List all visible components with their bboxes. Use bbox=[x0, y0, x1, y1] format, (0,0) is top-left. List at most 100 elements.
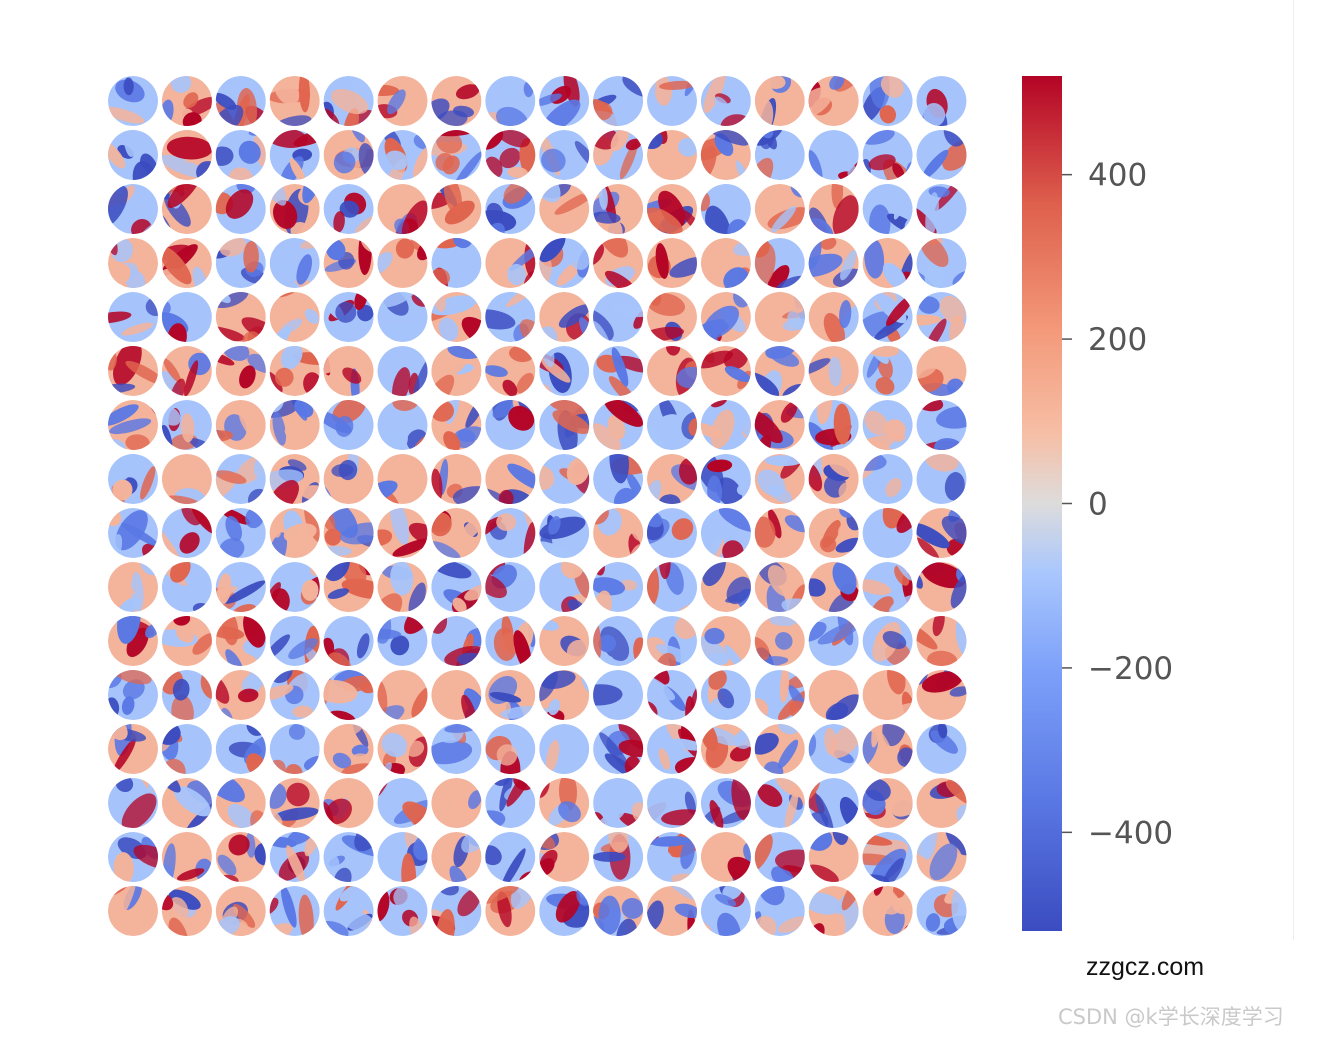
topomap bbox=[700, 832, 751, 882]
topomap-blob bbox=[767, 565, 793, 597]
topomap-blob bbox=[916, 622, 938, 650]
topomap-blob bbox=[647, 562, 660, 609]
topomap-blob bbox=[405, 740, 425, 757]
topomap bbox=[161, 670, 212, 720]
topomap-blob bbox=[188, 902, 212, 936]
topomap-blob bbox=[702, 562, 726, 587]
topomap-blob bbox=[767, 265, 790, 288]
topomap-blob bbox=[815, 794, 834, 828]
topomap-blob bbox=[389, 508, 410, 545]
topomap-blob bbox=[455, 84, 480, 100]
topomap-blob bbox=[286, 782, 310, 807]
csdn-watermark: CSDN @k学长深度学习 bbox=[1058, 1005, 1284, 1029]
topomap-blob bbox=[560, 562, 584, 579]
topomap bbox=[161, 346, 212, 396]
topomap-blob bbox=[333, 867, 352, 882]
topomap-blob bbox=[949, 686, 967, 697]
topomap-blob bbox=[631, 802, 644, 824]
topomap bbox=[377, 778, 428, 828]
topomap-blob bbox=[411, 686, 428, 719]
topomap-blob bbox=[808, 892, 842, 915]
topomap-blob bbox=[335, 415, 354, 437]
topomap-blob bbox=[452, 597, 467, 612]
topomap bbox=[377, 292, 428, 342]
topomap bbox=[862, 724, 913, 774]
topomap-blob bbox=[392, 367, 411, 396]
topomap-blob bbox=[324, 528, 342, 546]
topomap-blob bbox=[269, 897, 279, 915]
topomap-blob bbox=[457, 888, 481, 917]
topomap-blob bbox=[298, 76, 310, 113]
topomap-blob bbox=[613, 487, 637, 504]
topomap-blob bbox=[882, 631, 907, 649]
topomap-blob bbox=[113, 870, 157, 882]
topomap-blob bbox=[431, 192, 452, 210]
topomap-blob bbox=[658, 494, 681, 504]
topomap bbox=[431, 184, 482, 234]
topomap-blob bbox=[269, 115, 312, 126]
topomap bbox=[539, 76, 590, 126]
topomap-blob bbox=[457, 652, 482, 666]
topomap-blob bbox=[337, 724, 364, 736]
topomap-blob bbox=[228, 167, 254, 180]
topomap bbox=[700, 670, 751, 720]
topomap-blob bbox=[827, 593, 854, 612]
topomap-blob bbox=[502, 379, 518, 396]
topomap-blob bbox=[108, 106, 145, 124]
topomap-blob bbox=[678, 137, 697, 157]
topomap bbox=[808, 616, 859, 666]
topomap bbox=[808, 508, 859, 558]
topomap-blob bbox=[335, 301, 357, 323]
topomap-blob bbox=[390, 562, 414, 596]
colorbar-gradient bbox=[1022, 76, 1062, 931]
topomap bbox=[377, 886, 428, 936]
topomap-blob bbox=[718, 508, 751, 532]
colorbar-tick-label: −400 bbox=[1088, 815, 1173, 851]
topomap bbox=[431, 724, 482, 774]
topomap-blob bbox=[436, 130, 463, 154]
topomap bbox=[647, 778, 697, 828]
topomap bbox=[647, 832, 697, 882]
topomap-blob bbox=[301, 579, 319, 601]
topomap bbox=[161, 76, 212, 126]
topomap-blob bbox=[918, 296, 940, 314]
topomap bbox=[700, 76, 751, 126]
topomap-blob bbox=[682, 210, 697, 234]
topomap bbox=[916, 886, 967, 936]
topomap bbox=[269, 346, 320, 396]
topomap-blob bbox=[283, 523, 317, 543]
topomap bbox=[700, 778, 751, 828]
topomap-blob bbox=[808, 732, 817, 757]
topomap-blob bbox=[768, 508, 782, 539]
topomap bbox=[215, 346, 266, 396]
topomap-blob bbox=[161, 524, 181, 558]
topomap-blob bbox=[736, 481, 751, 496]
topomap-blob bbox=[869, 204, 891, 234]
topomap-blob bbox=[916, 78, 931, 100]
topomap bbox=[215, 886, 266, 936]
topomap bbox=[916, 508, 967, 558]
topomap-blob bbox=[710, 409, 735, 449]
topomap-blob bbox=[489, 692, 522, 703]
topomap-blob bbox=[161, 724, 181, 745]
topomap-blob bbox=[464, 583, 482, 601]
colorbar-tick-label: 200 bbox=[1088, 322, 1147, 358]
topomap bbox=[593, 886, 644, 936]
topomap bbox=[862, 76, 913, 126]
topomap-blob bbox=[184, 360, 199, 396]
topomap-blob bbox=[754, 732, 779, 755]
topomap-blob bbox=[937, 346, 949, 362]
topomap-blob bbox=[870, 596, 894, 612]
topomap-blob bbox=[891, 784, 913, 817]
topomap-blob bbox=[654, 850, 672, 867]
topomap-blob bbox=[496, 744, 518, 766]
topomap-blob bbox=[177, 868, 205, 881]
topomap-blob bbox=[539, 93, 562, 107]
topomap-blob bbox=[658, 190, 686, 228]
topomap bbox=[647, 508, 697, 558]
topomap-blob bbox=[598, 634, 617, 653]
topomap bbox=[161, 778, 212, 828]
topomap-blob bbox=[342, 367, 362, 384]
topomap bbox=[916, 238, 967, 288]
